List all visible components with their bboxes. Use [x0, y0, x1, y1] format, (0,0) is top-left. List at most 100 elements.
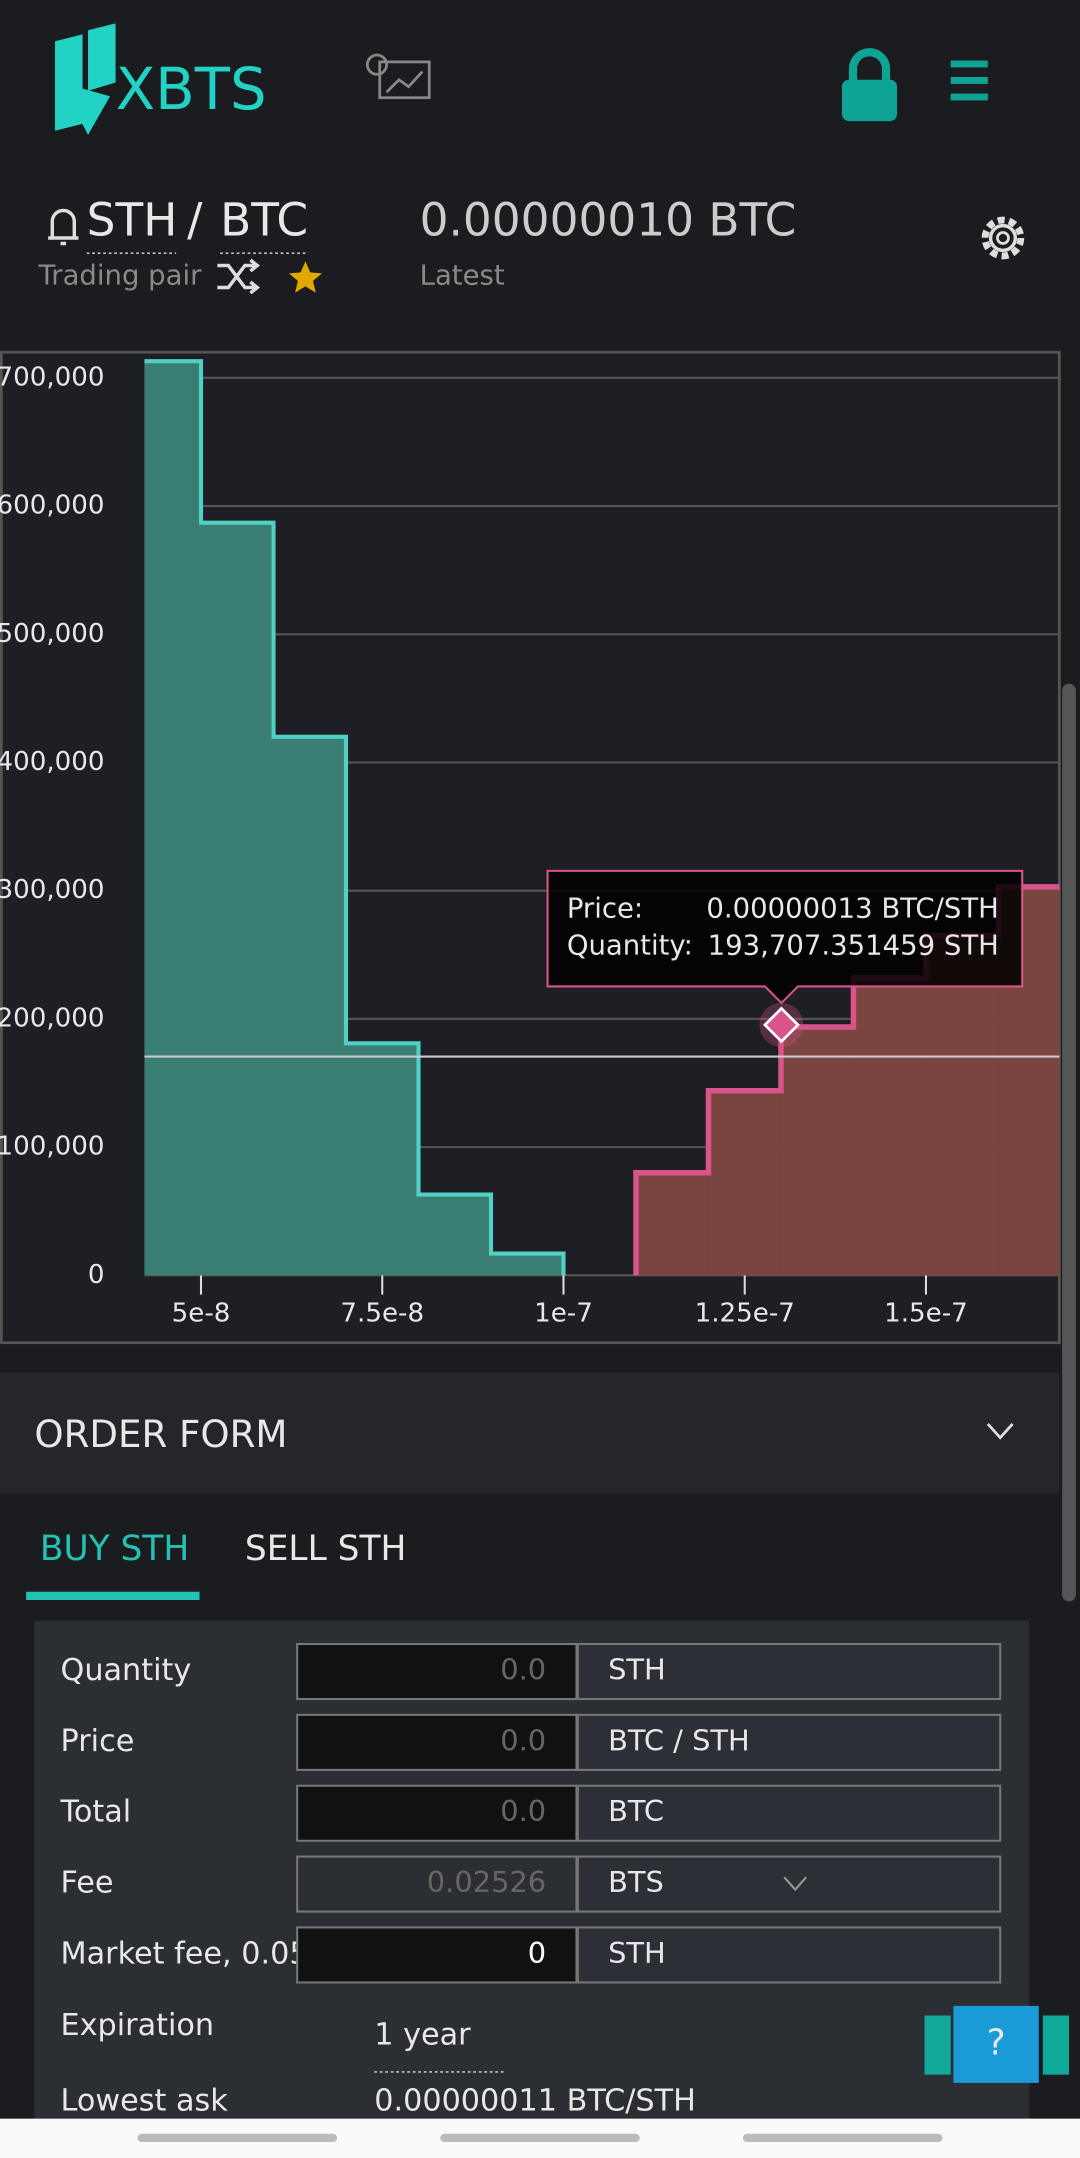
y-tick-label: 400,000	[0, 747, 105, 777]
unit-label: BTC	[608, 1794, 664, 1828]
y-tick-label: 300,000	[0, 875, 105, 905]
logo[interactable]: XBTS	[55, 23, 267, 135]
chart-icon[interactable]	[365, 53, 431, 100]
unit-box	[576, 1926, 1002, 1984]
input-box[interactable]	[296, 1855, 578, 1913]
help-face	[953, 2005, 1039, 2083]
input-box[interactable]	[296, 1926, 578, 1984]
unit-box	[576, 1713, 1002, 1771]
tab[interactable]: SELL STH	[245, 1529, 406, 1569]
tab-indicator	[26, 1591, 200, 1600]
logo-mark	[55, 23, 116, 135]
bid-step	[490, 1253, 564, 1276]
collapse-chevron[interactable]	[986, 1422, 1014, 1440]
y-tick-label: 100,000	[0, 1132, 105, 1162]
bid-step	[273, 736, 346, 1276]
monitor	[378, 60, 431, 100]
quote-asset[interactable]: BTC	[220, 193, 308, 246]
field-label: Price	[61, 1724, 135, 1759]
scrollbar[interactable]	[1062, 683, 1076, 1602]
input-box[interactable]	[296, 1642, 578, 1701]
input-box[interactable]	[296, 1713, 578, 1771]
settings-button[interactable]	[981, 216, 1025, 260]
expiration-value[interactable]: 1 year	[374, 2018, 471, 2053]
swap-icon[interactable]	[217, 258, 261, 295]
menu-bar	[950, 60, 988, 68]
lock-shackle	[848, 48, 891, 83]
x-tick-label: 1.5e-7	[884, 1298, 968, 1328]
menu-button[interactable]	[950, 60, 988, 101]
field-label: Market fee, 0.05%	[61, 1936, 338, 1971]
input-value: 0.0	[500, 1794, 546, 1828]
gear-hub	[996, 231, 1010, 245]
field-label: Fee	[61, 1866, 114, 1901]
base-asset[interactable]: STH	[87, 193, 178, 246]
unit-label: BTS	[608, 1865, 664, 1899]
bid-step	[201, 522, 274, 1276]
menu-bar	[950, 77, 988, 84]
bid-step	[345, 1043, 419, 1276]
bell-icon[interactable]	[48, 208, 79, 246]
bid-line	[144, 359, 566, 1276]
lowest-ask-value[interactable]: 0.00000011 BTC/STH	[374, 2084, 696, 2119]
x-tick-label: 1.25e-7	[695, 1298, 795, 1328]
tooltip-box	[546, 869, 1024, 1005]
unit-label: BTC / STH	[608, 1723, 750, 1757]
trend	[385, 70, 424, 94]
unit-label: STH	[608, 1653, 666, 1687]
ask-step	[925, 935, 999, 1276]
input-value: 0	[528, 1936, 546, 1970]
input-value: 0.0	[500, 1653, 546, 1687]
lock-body	[841, 79, 898, 122]
x-tick-label: 1e-7	[534, 1298, 593, 1328]
form-rows: Quantity 0.0 STH Price 0.0 BTC / STH Total 0.0 B…	[60, 1642, 1002, 1984]
logo-text: XBTS	[116, 55, 267, 123]
favorite-star[interactable]	[288, 261, 322, 293]
nav-pill[interactable]	[440, 2133, 640, 2143]
ask-step	[708, 1090, 781, 1276]
ask-step	[635, 1172, 709, 1276]
lock-button[interactable]	[841, 48, 898, 122]
x-tick-label: 7.5e-8	[340, 1298, 424, 1328]
ask-step	[780, 1026, 854, 1276]
tooltip-label: Quantity:	[567, 930, 693, 962]
y-tick-label: 600,000	[0, 491, 105, 521]
input-value: 0.0	[500, 1723, 546, 1757]
input-value: 0.02526	[427, 1865, 546, 1899]
field-label: Total	[60, 1795, 132, 1830]
menu-bar	[950, 93, 988, 101]
help-button[interactable]: ?	[924, 2005, 1069, 2083]
input-box[interactable]	[296, 1784, 578, 1842]
gear-teeth	[981, 216, 1025, 260]
field-label: Lowest ask	[61, 2084, 229, 2119]
help-side	[1042, 2015, 1069, 2075]
tooltip-value: 193,707.351459 STH	[708, 930, 999, 962]
latest-price: 0.00000010 BTC	[420, 193, 797, 246]
latest-caption: Latest	[420, 260, 505, 292]
field-label: Expiration	[61, 2008, 215, 2043]
pair-separator: /	[187, 193, 203, 246]
unit-box	[576, 1642, 1002, 1701]
depth-chart: 0 100,000 200,000 300,000 400,000 500,000 600,…	[0, 359, 1060, 1328]
tab-active[interactable]: BUY STH	[40, 1529, 189, 1569]
nav-pill[interactable]	[137, 2133, 338, 2143]
coin	[365, 53, 388, 76]
order-form-title: ORDER FORM	[34, 1413, 287, 1456]
help-text: ?	[987, 2022, 1006, 2063]
unit-box	[576, 1784, 1002, 1842]
order-form-header[interactable]	[0, 1372, 1060, 1495]
bid-step	[144, 361, 202, 1276]
nav-pill[interactable]	[742, 2133, 943, 2143]
y-tick-label: 500,000	[0, 619, 105, 649]
chart-overlay: Price: 0.00000013 BTC/STH Quantity: 193,…	[144, 869, 1060, 1058]
hover-marker	[762, 1006, 800, 1044]
ask-step	[853, 977, 926, 1276]
y-tick-label: 0	[88, 1260, 105, 1290]
unit-label: STH	[608, 1936, 666, 1970]
tooltip-label: Price:	[567, 892, 643, 924]
pair-caption: Trading pair	[38, 260, 203, 292]
bid-step	[418, 1194, 491, 1276]
gear-ring	[988, 223, 1018, 253]
help-side	[924, 2015, 951, 2075]
